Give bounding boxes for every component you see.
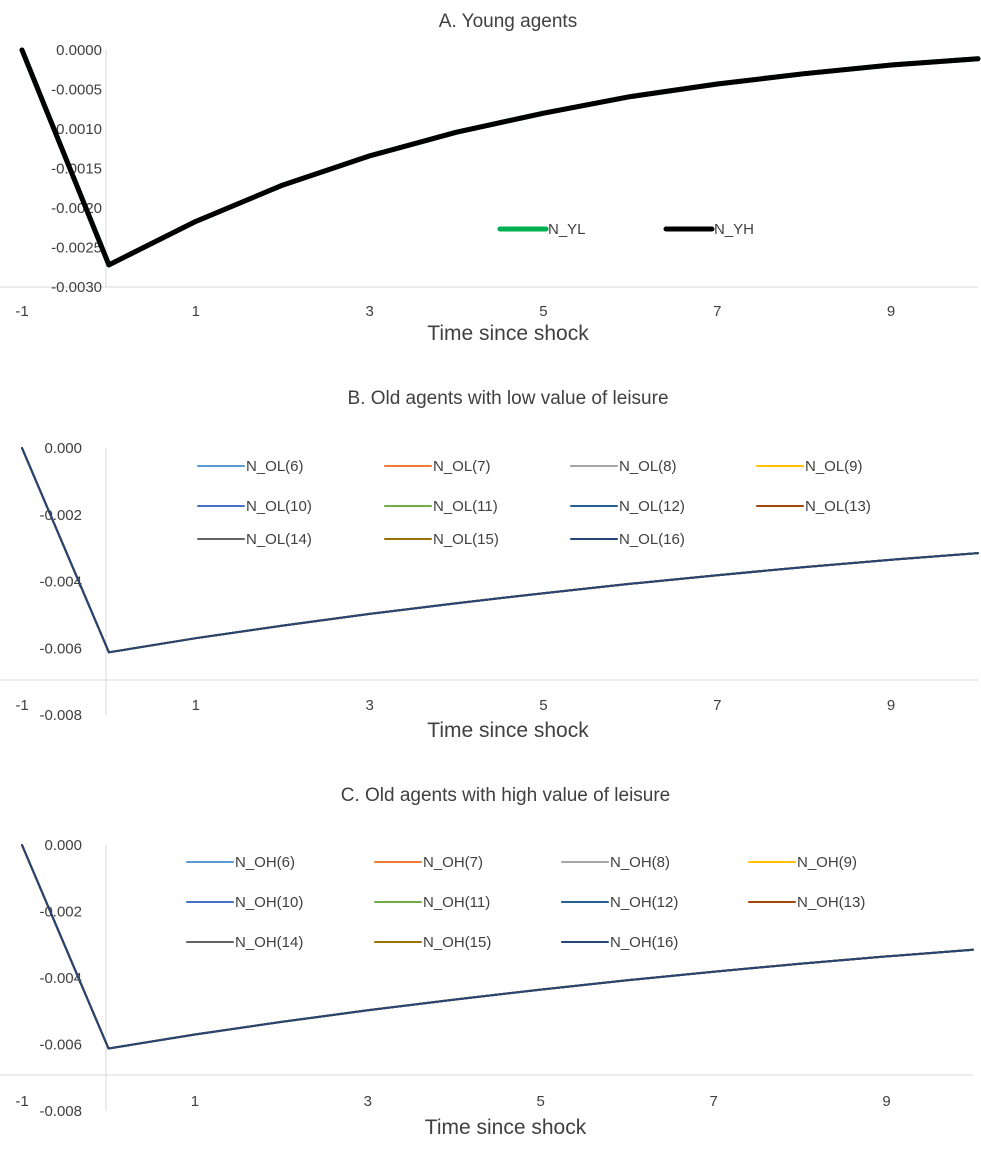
panel-c-x-tick-label: 9 xyxy=(882,1093,890,1110)
panel-c-legend-label-n-oh-6: N_OH(6) xyxy=(235,854,295,871)
panel-b-legend-label-n-ol-10: N_OL(10) xyxy=(246,498,312,515)
panel-c-legend-label-n-oh-9: N_OH(9) xyxy=(797,854,857,871)
panel-b-series-line-n-ol-14 xyxy=(21,447,979,654)
panel-c-y-tick-label: -0.006 xyxy=(39,1037,82,1054)
panel-c-legend-label-n-oh-11: N_OH(11) xyxy=(423,894,490,911)
panel-c-series-line-n-oh-12 xyxy=(21,844,974,1050)
panel-b-legend-label-n-ol-12: N_OL(12) xyxy=(619,498,685,515)
panel-a-x-tick-label: -1 xyxy=(15,303,28,320)
panel-b-series-line-n-ol-12 xyxy=(21,447,979,654)
panel-b-legend-label-n-ol-8: N_OL(8) xyxy=(619,458,677,475)
panel-c-series-line-n-oh-14 xyxy=(21,844,974,1050)
panel-a-y-tick-label: -0.0020 xyxy=(51,200,102,217)
panel-b-series-line-n-ol-6 xyxy=(21,447,979,654)
panel-c-series-line-n-oh-15 xyxy=(21,844,974,1050)
panel-b-series-line-n-ol-9 xyxy=(21,447,979,654)
panel-b-x-tick-label: 9 xyxy=(887,697,895,714)
panel-b-legend-label-n-ol-7: N_OL(7) xyxy=(433,458,491,475)
panel-a-legend-label-n-yh: N_YH xyxy=(714,221,754,238)
panel-c-series-line-n-oh-6 xyxy=(21,844,974,1050)
panel-c-legend-label-n-oh-14: N_OH(14) xyxy=(235,934,303,951)
panel-c-series-line-n-oh-10 xyxy=(21,844,974,1050)
panel-b-y-tick-label: -0.002 xyxy=(39,507,82,524)
panel-a-chart-title: A. Young agents xyxy=(439,11,577,32)
panel-b-legend-label-n-ol-16: N_OL(16) xyxy=(619,531,685,548)
panel-c-chart-title: C. Old agents with high value of leisure xyxy=(341,785,671,806)
panel-c-series-line-n-oh-8 xyxy=(21,844,974,1050)
panel-a-y-tick-label: 0.0000 xyxy=(56,42,102,59)
panel-b-series-line-n-ol-16 xyxy=(21,447,979,654)
panel-b-legend-label-n-ol-13: N_OL(13) xyxy=(805,498,871,515)
panel-c-x-axis-title: Time since shock xyxy=(425,1116,587,1139)
panel-a-y-tick-label: -0.0025 xyxy=(51,240,102,257)
panel-a-x-tick-label: 9 xyxy=(887,303,895,320)
panel-b-x-tick-label: 5 xyxy=(539,697,547,714)
panel-c-y-tick-label: 0.000 xyxy=(44,837,82,854)
panel-b-legend-label-n-ol-15: N_OL(15) xyxy=(433,531,499,548)
panel-a-y-tick-label: -0.0015 xyxy=(51,161,102,178)
panel-c-y-tick-label: -0.004 xyxy=(39,970,82,987)
panel-b-y-tick-label: -0.006 xyxy=(39,640,82,657)
panel-a-y-tick-label: -0.0005 xyxy=(51,82,102,99)
panel-a-x-tick-label: 1 xyxy=(192,303,200,320)
panel-b-x-axis-title: Time since shock xyxy=(427,719,589,742)
panel-c-x-tick-label: 5 xyxy=(537,1093,545,1110)
panel-b-series-line-n-ol-10 xyxy=(21,447,979,654)
panel-c-legend-label-n-oh-7: N_OH(7) xyxy=(423,854,483,871)
panel-a-y-tick-label: -0.0030 xyxy=(51,279,102,296)
panel-b-y-tick-label: -0.008 xyxy=(39,707,82,724)
panel-b-y-tick-label: -0.004 xyxy=(39,574,82,591)
panel-b-x-tick-label: 7 xyxy=(713,697,721,714)
panel-b-series-line-n-ol-8 xyxy=(21,447,979,654)
panel-b-x-tick-label: 3 xyxy=(365,697,373,714)
panel-b-legend-label-n-ol-6: N_OL(6) xyxy=(246,458,304,475)
panel-b-series-line-n-ol-13 xyxy=(21,447,979,654)
panel-a-series-line-n-yl xyxy=(19,47,981,268)
panel-a-x-tick-label: 5 xyxy=(539,303,547,320)
panel-b-legend-label-n-ol-9: N_OL(9) xyxy=(805,458,863,475)
panel-c-legend-label-n-oh-8: N_OH(8) xyxy=(610,854,670,871)
panel-a-series-line-n-yh xyxy=(19,47,981,268)
panel-c-series-line-n-oh-16 xyxy=(21,844,974,1050)
panel-c-legend-label-n-oh-15: N_OH(15) xyxy=(423,934,491,951)
panel-b-x-tick-label: -1 xyxy=(15,697,28,714)
panel-a-x-axis-title: Time since shock xyxy=(427,322,589,345)
panel-c-x-tick-label: 7 xyxy=(709,1093,717,1110)
panel-c-y-tick-label: -0.002 xyxy=(39,904,82,921)
panel-c-legend-label-n-oh-13: N_OH(13) xyxy=(797,894,865,911)
panel-b-chart-title: B. Old agents with low value of leisure xyxy=(347,388,668,409)
panel-c-series-line-n-oh-9 xyxy=(21,844,974,1050)
panel-c-series-line-n-oh-7 xyxy=(21,844,974,1050)
panel-b-legend-label-n-ol-14: N_OL(14) xyxy=(246,531,312,548)
panel-b-series-line-n-ol-15 xyxy=(21,447,979,654)
panel-c-x-tick-label: 3 xyxy=(364,1093,372,1110)
panel-a-x-tick-label: 7 xyxy=(713,303,721,320)
panel-c-legend-label-n-oh-10: N_OH(10) xyxy=(235,894,303,911)
panel-a-x-tick-label: 3 xyxy=(365,303,373,320)
panel-b-y-tick-label: 0.000 xyxy=(44,440,82,457)
panel-b-series-line-n-ol-11 xyxy=(21,447,979,654)
panel-c-x-tick-label: 1 xyxy=(191,1093,199,1110)
panel-a-y-tick-label: -0.0010 xyxy=(51,121,102,138)
panel-c-series-line-n-oh-11 xyxy=(21,844,974,1050)
panel-b-x-tick-label: 1 xyxy=(192,697,200,714)
panel-c-legend-label-n-oh-12: N_OH(12) xyxy=(610,894,678,911)
panel-c-y-tick-label: -0.008 xyxy=(39,1103,82,1120)
panel-c-legend-label-n-oh-16: N_OH(16) xyxy=(610,934,678,951)
panel-a-legend-label-n-yl: N_YL xyxy=(548,221,586,238)
panel-b-legend-label-n-ol-11: N_OL(11) xyxy=(433,498,498,515)
panel-c-series-line-n-oh-13 xyxy=(21,844,974,1050)
panel-c-x-tick-label: -1 xyxy=(15,1093,28,1110)
panel-b-series-line-n-ol-7 xyxy=(21,447,979,654)
